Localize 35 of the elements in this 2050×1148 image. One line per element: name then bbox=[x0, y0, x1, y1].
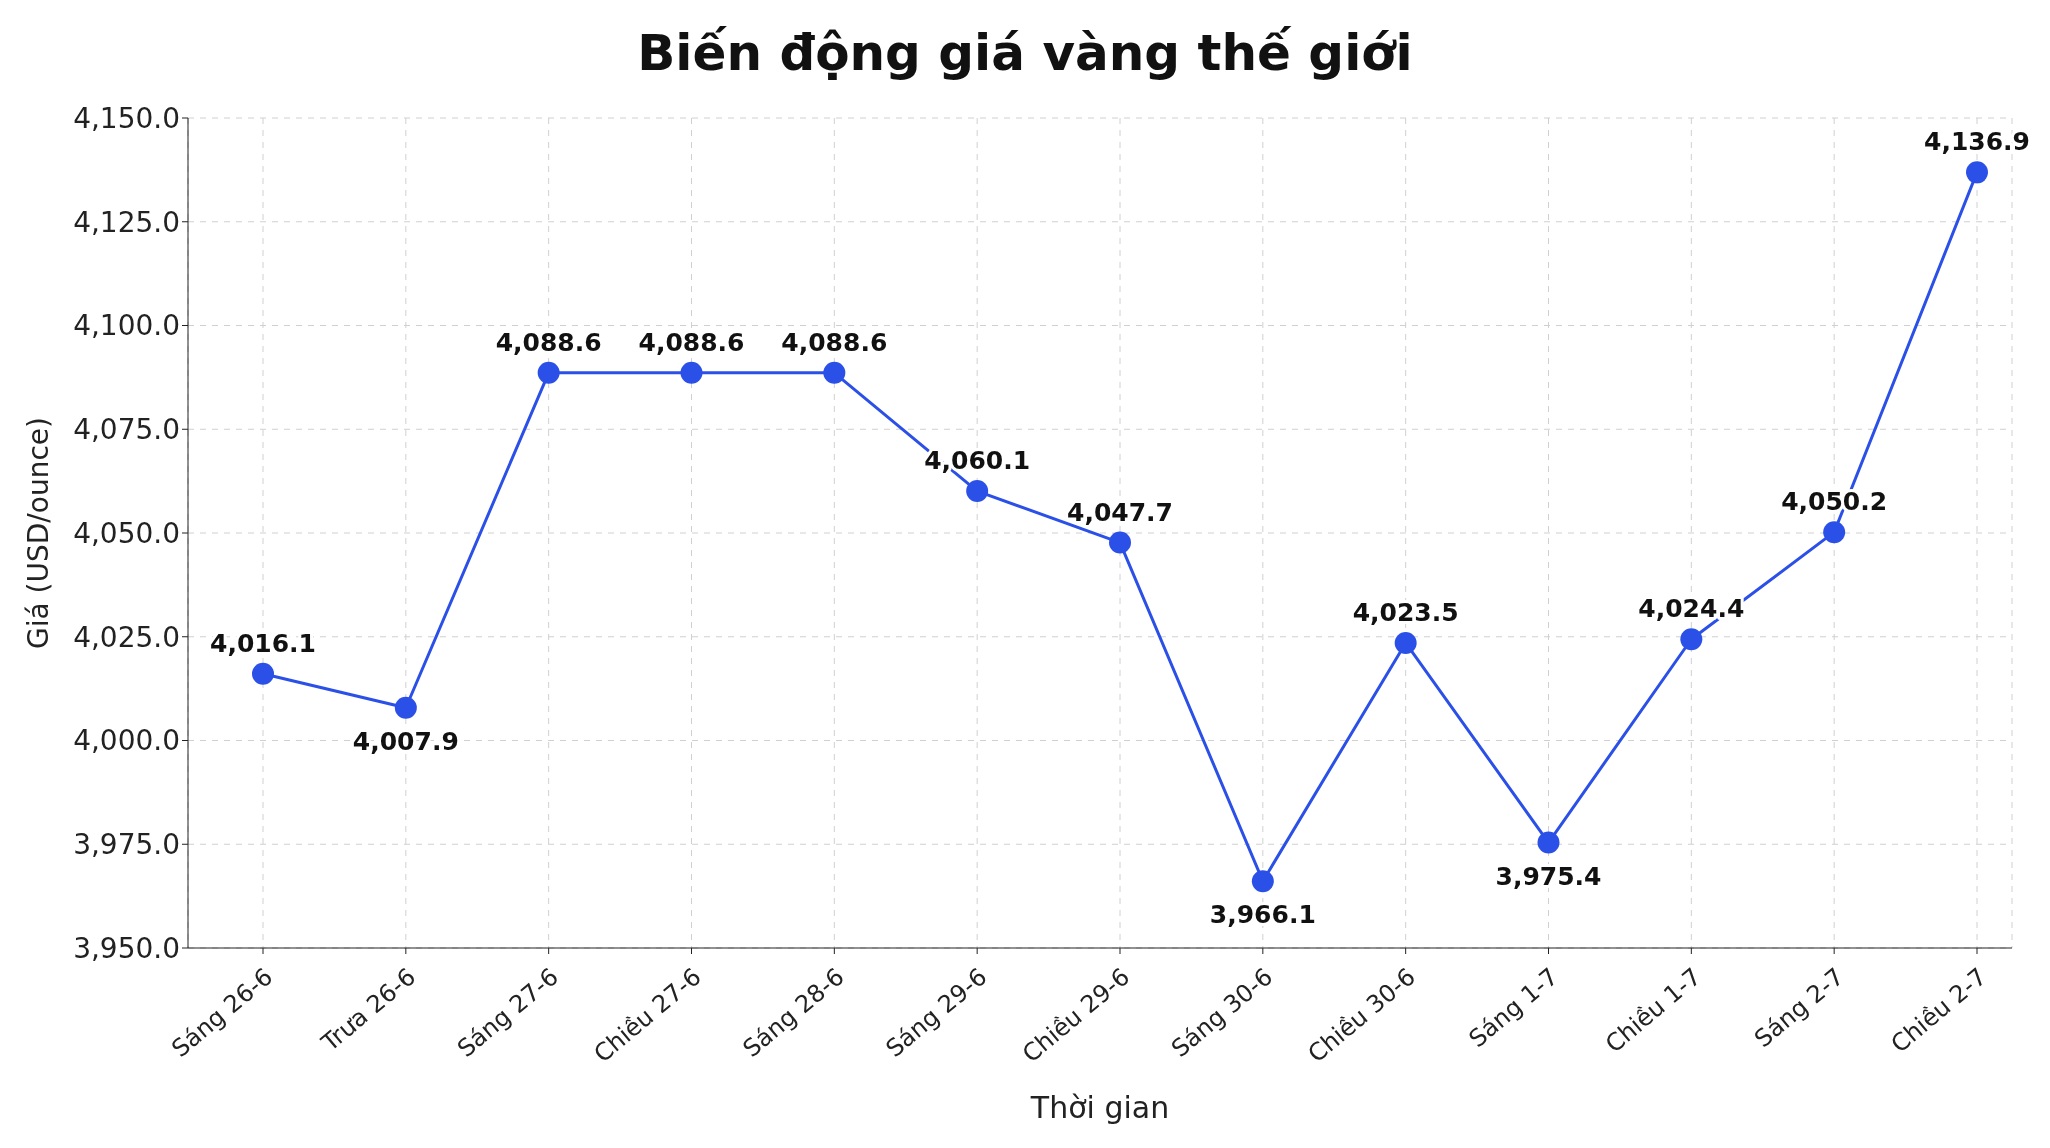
point bbox=[394, 696, 417, 719]
point bbox=[1537, 831, 1560, 854]
y-tick-label: 4,000.0 bbox=[73, 724, 180, 758]
point bbox=[537, 361, 560, 384]
point bbox=[1823, 521, 1846, 544]
data-label: 4,023.5 bbox=[1352, 597, 1459, 627]
data-label: 3,975.4 bbox=[1495, 861, 1602, 891]
data-label: 3,966.1 bbox=[1209, 900, 1316, 930]
y-tick-label: 3,950.0 bbox=[73, 931, 180, 965]
y-tick-label: 3,975.0 bbox=[73, 828, 180, 862]
data-label: 4,136.9 bbox=[1924, 127, 2030, 157]
data-label: 4,088.6 bbox=[495, 327, 602, 357]
point bbox=[1251, 870, 1274, 893]
data-label: 4,088.6 bbox=[638, 327, 745, 357]
point bbox=[1966, 161, 1988, 184]
y-tick-label: 4,050.0 bbox=[73, 516, 180, 550]
point bbox=[252, 662, 274, 685]
point bbox=[680, 361, 703, 384]
point bbox=[1680, 628, 1703, 651]
x-axis-title: Thời gian bbox=[1029, 1090, 1170, 1125]
y-tick-label: 4,150.0 bbox=[73, 101, 180, 135]
point bbox=[966, 480, 989, 503]
data-label: 4,088.6 bbox=[781, 327, 888, 357]
data-label: 4,007.9 bbox=[352, 726, 459, 756]
point bbox=[1109, 531, 1131, 554]
point bbox=[823, 361, 846, 384]
data-label: 4,016.1 bbox=[210, 628, 316, 658]
data-label: 4,047.7 bbox=[1067, 497, 1173, 527]
y-tick-label: 4,100.0 bbox=[73, 309, 180, 343]
point bbox=[1394, 631, 1417, 654]
y-tick-label: 4,025.0 bbox=[73, 620, 180, 654]
y-axis-title: Giá (USD/ounce) bbox=[21, 417, 55, 649]
chart-title: Biến động giá vàng thế giới bbox=[636, 23, 1414, 84]
y-tick-label: 4,125.0 bbox=[73, 205, 180, 239]
y-tick-label: 4,075.0 bbox=[73, 413, 180, 447]
